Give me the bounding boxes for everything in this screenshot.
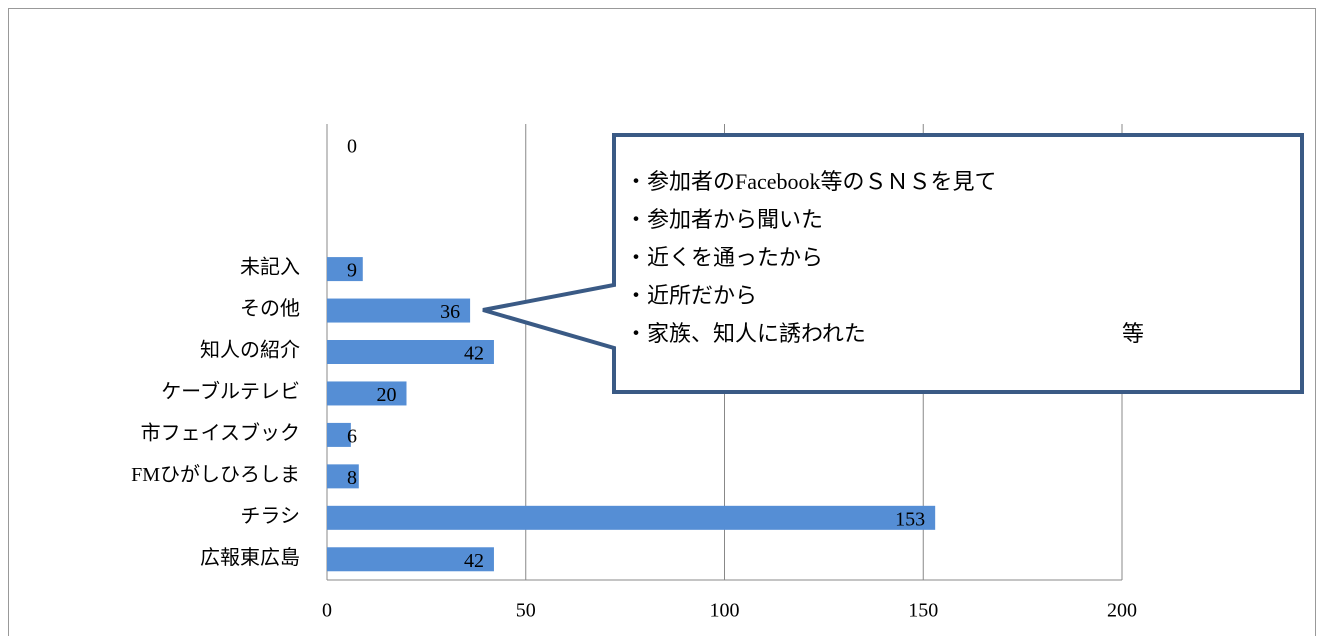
- x-tick-label: 150: [908, 600, 938, 622]
- x-tick-label: 100: [710, 600, 740, 622]
- data-label: 42: [464, 343, 484, 365]
- bar: [327, 298, 471, 323]
- data-label: 153: [895, 508, 925, 530]
- data-label: 36: [440, 301, 460, 323]
- annotation: ・近くを通ったから: [625, 245, 823, 270]
- bar: [327, 340, 494, 364]
- callout: [482, 133, 1304, 394]
- y-tick-label: FMひがしひろしま: [131, 463, 300, 486]
- x-tick-label: 0: [322, 600, 332, 622]
- annotation: ・近所だから: [625, 283, 757, 308]
- y-tick-label: ケーブルテレビ: [161, 379, 300, 403]
- data-label: 8: [347, 467, 357, 489]
- bar: [327, 257, 363, 282]
- y-tick-label: 未記入: [240, 256, 300, 279]
- data-label: 20: [377, 384, 397, 406]
- data-label: 6: [347, 426, 357, 448]
- bar: [327, 381, 407, 406]
- x-tick-label: 50: [516, 600, 536, 622]
- annotation: ・家族、知人に誘われた: [625, 321, 866, 346]
- bar: [327, 464, 359, 489]
- y-tick-label: チラシ: [240, 505, 300, 527]
- bar: [327, 422, 351, 447]
- frame: [8, 8, 1316, 636]
- annotation: ・参加者のFacebook等のＳＮＳを見て: [625, 169, 997, 194]
- data-label: 9: [347, 260, 357, 282]
- y-tick-label: 広報東広島: [200, 546, 300, 569]
- annotation: 等: [1122, 321, 1144, 346]
- data-label: 0: [347, 135, 357, 157]
- bar: [327, 547, 494, 572]
- y-tick-label: 市フェイスブック: [141, 421, 300, 445]
- y-tick-label: 知人の紹介: [200, 339, 300, 362]
- annotation: ・参加者から聞いた: [625, 207, 823, 232]
- y-tick-label: その他: [240, 297, 300, 320]
- data-label: 42: [464, 550, 484, 572]
- bar: [327, 505, 936, 530]
- x-tick-label: 200: [1107, 600, 1137, 622]
